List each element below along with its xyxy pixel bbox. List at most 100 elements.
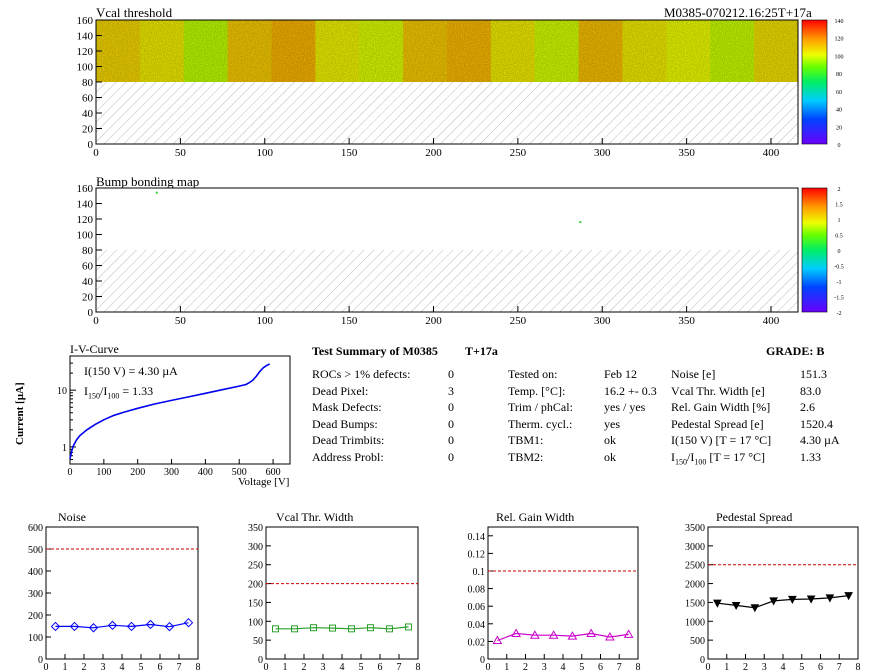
x-tick-label: 400: [763, 315, 780, 327]
x-tick-label: 3: [542, 662, 547, 672]
iv-y-tick-label: 1: [62, 443, 67, 454]
iv-curve-title: I-V-Curve: [70, 342, 119, 356]
colorbar-tick-label: 100: [835, 54, 844, 60]
iv-x-tick-label: 600: [266, 467, 281, 478]
y-tick-label: 50: [253, 636, 263, 647]
x-tick-label: 1: [504, 662, 509, 672]
x-tick-label: 3: [101, 662, 106, 672]
summary-row-label: TBM2:: [508, 450, 544, 464]
x-tick-label: 0: [706, 662, 711, 672]
plot-frame: [45, 526, 199, 660]
iv-ratio-value: = 1.33: [119, 384, 154, 398]
summary-row-value: 16.2 +- 0.3: [604, 383, 657, 398]
y-tick-label: 40: [82, 108, 94, 120]
colorbar-tick-label: 0.5: [835, 234, 843, 240]
data-point: [88, 623, 99, 633]
data-point: [788, 595, 797, 604]
y-tick-label: 0.08: [468, 585, 486, 596]
x-tick-label: 0: [93, 315, 99, 327]
summary-row-value: Feb 12: [604, 367, 637, 381]
y-tick-label: 60: [82, 261, 94, 273]
x-tick-label: 8: [856, 662, 861, 672]
iv-series-line: [69, 363, 271, 459]
x-tick-label: 200: [425, 147, 442, 159]
x-tick-label: 3: [762, 662, 767, 672]
x-tick-label: 3: [321, 662, 326, 672]
y-tick-label: 400: [28, 567, 43, 578]
y-tick-label: 120: [77, 46, 94, 58]
noise-plot: 0 1 2 3 4 5 6 7 8 0 100 200 300 400 500 600: [28, 523, 201, 672]
y-tick-label: 140: [77, 31, 94, 43]
summary-row-value: yes: [604, 416, 620, 431]
colorbar: [801, 187, 828, 313]
iv-x-tick-label: 200: [130, 467, 145, 478]
data-point: [348, 625, 355, 633]
y-tick-label: 20: [82, 292, 94, 304]
colorbar-tick-label: -1.5: [834, 296, 844, 302]
summary-row-value: 0: [448, 400, 454, 415]
data-point: [183, 617, 194, 628]
x-tick-label: 5: [579, 662, 584, 672]
summary-label-part: [T = 17 °C]: [706, 450, 766, 464]
x-tick-label: 200: [425, 315, 442, 327]
x-tick-label: 7: [177, 662, 182, 672]
y-tick-label: 2000: [685, 580, 705, 591]
iv-x-tick-label: 0: [68, 467, 73, 478]
hatched-region: [96, 82, 798, 144]
data-point: [69, 621, 80, 632]
series-line: [275, 626, 409, 630]
y-tick-label: 0.1: [473, 567, 486, 578]
data-point: [386, 625, 393, 633]
y-tick-label: 3000: [685, 542, 705, 553]
x-tick-label: 5: [799, 662, 804, 672]
colorbar-tick-label: 0: [838, 143, 841, 149]
summary-row-value: 3: [448, 383, 454, 398]
data-point: [750, 604, 760, 613]
iv-ratio-annotation: I150/I100 = 1.33: [84, 384, 153, 400]
y-tick-label: 0: [38, 655, 43, 666]
summary-row-value: yes / yes: [604, 400, 646, 415]
y-tick-label: 140: [77, 199, 94, 211]
y-tick-label: 20: [82, 124, 94, 136]
x-tick-label: 6: [158, 662, 163, 672]
summary-row-label: Dead Bumps:: [312, 416, 378, 431]
y-tick-label: 1500: [685, 598, 705, 609]
summary-row-label: Trim / phCal:: [508, 400, 573, 415]
x-tick-label: 0: [44, 662, 49, 672]
x-tick-label: 7: [837, 662, 842, 672]
data-point: [825, 594, 835, 603]
x-tick-label: 8: [196, 662, 201, 672]
module-tag: M0385-070212.16:25T+17a: [664, 5, 812, 20]
plot-frame: [487, 526, 639, 660]
x-tick-label: 4: [120, 662, 125, 672]
colorbar-tick-label: 40: [836, 108, 842, 114]
plot-frame: [265, 526, 419, 660]
colorbar-tick-label: 140: [835, 19, 844, 25]
x-tick-label: 0: [264, 662, 269, 672]
summary-row-value: 0: [448, 416, 454, 431]
summary-row-label: TBM1:: [508, 433, 544, 448]
data-point: [530, 630, 540, 639]
y-tick-label: 200: [28, 611, 43, 622]
data-point: [310, 624, 317, 632]
iv-ratio-mid: /I: [100, 384, 108, 398]
y-tick-label: 100: [248, 617, 263, 628]
colorbar-tick-label: 1.5: [835, 203, 843, 209]
summary-label-part: I: [671, 450, 675, 464]
y-tick-label: 0.14: [468, 532, 486, 543]
summary-row-value: ok: [604, 450, 616, 464]
data-point: [713, 599, 722, 608]
summary-row-value: 1.33: [800, 450, 821, 464]
vcal-map-title: Vcal threshold: [96, 5, 173, 20]
summary-row-value: 1520.4: [800, 416, 833, 431]
x-tick-label: 100: [257, 147, 274, 159]
data-point: [586, 628, 596, 637]
x-tick-label: 5: [139, 662, 144, 672]
summary-row-value: 83.0: [800, 383, 821, 398]
data-point: [731, 601, 741, 611]
y-tick-label: 0: [88, 139, 94, 151]
x-tick-label: 6: [818, 662, 823, 672]
y-tick-label: 0.12: [468, 549, 486, 560]
